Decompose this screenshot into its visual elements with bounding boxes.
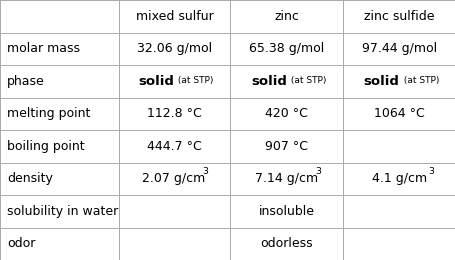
Text: 2.07 g/cm: 2.07 g/cm [142,172,205,185]
Text: zinc sulfide: zinc sulfide [364,10,434,23]
Text: zinc: zinc [274,10,298,23]
Text: insoluble: insoluble [258,205,314,218]
Text: 3: 3 [427,167,433,176]
Text: 444.7 °C: 444.7 °C [147,140,202,153]
Text: phase: phase [7,75,45,88]
Text: solid: solid [138,75,174,88]
Text: melting point: melting point [7,107,90,120]
Text: (at STP): (at STP) [400,76,438,85]
Text: odor: odor [7,237,35,250]
Text: 3: 3 [315,167,321,176]
Text: 112.8 °C: 112.8 °C [147,107,202,120]
Text: odorless: odorless [260,237,313,250]
Text: density: density [7,172,53,185]
Text: 32.06 g/mol: 32.06 g/mol [136,42,212,55]
Text: molar mass: molar mass [7,42,80,55]
Text: solid: solid [250,75,286,88]
Text: (at STP): (at STP) [287,76,325,85]
Text: 7.14 g/cm: 7.14 g/cm [254,172,317,185]
Text: mixed sulfur: mixed sulfur [135,10,213,23]
Text: 420 °C: 420 °C [265,107,308,120]
Text: boiling point: boiling point [7,140,84,153]
Text: (at STP): (at STP) [175,76,213,85]
Text: 97.44 g/mol: 97.44 g/mol [361,42,436,55]
Text: 4.1 g/cm: 4.1 g/cm [371,172,426,185]
Text: solubility in water: solubility in water [7,205,118,218]
Text: 1064 °C: 1064 °C [374,107,424,120]
Text: 907 °C: 907 °C [265,140,308,153]
Text: 65.38 g/mol: 65.38 g/mol [248,42,324,55]
Text: solid: solid [363,75,399,88]
Text: 3: 3 [202,167,208,176]
